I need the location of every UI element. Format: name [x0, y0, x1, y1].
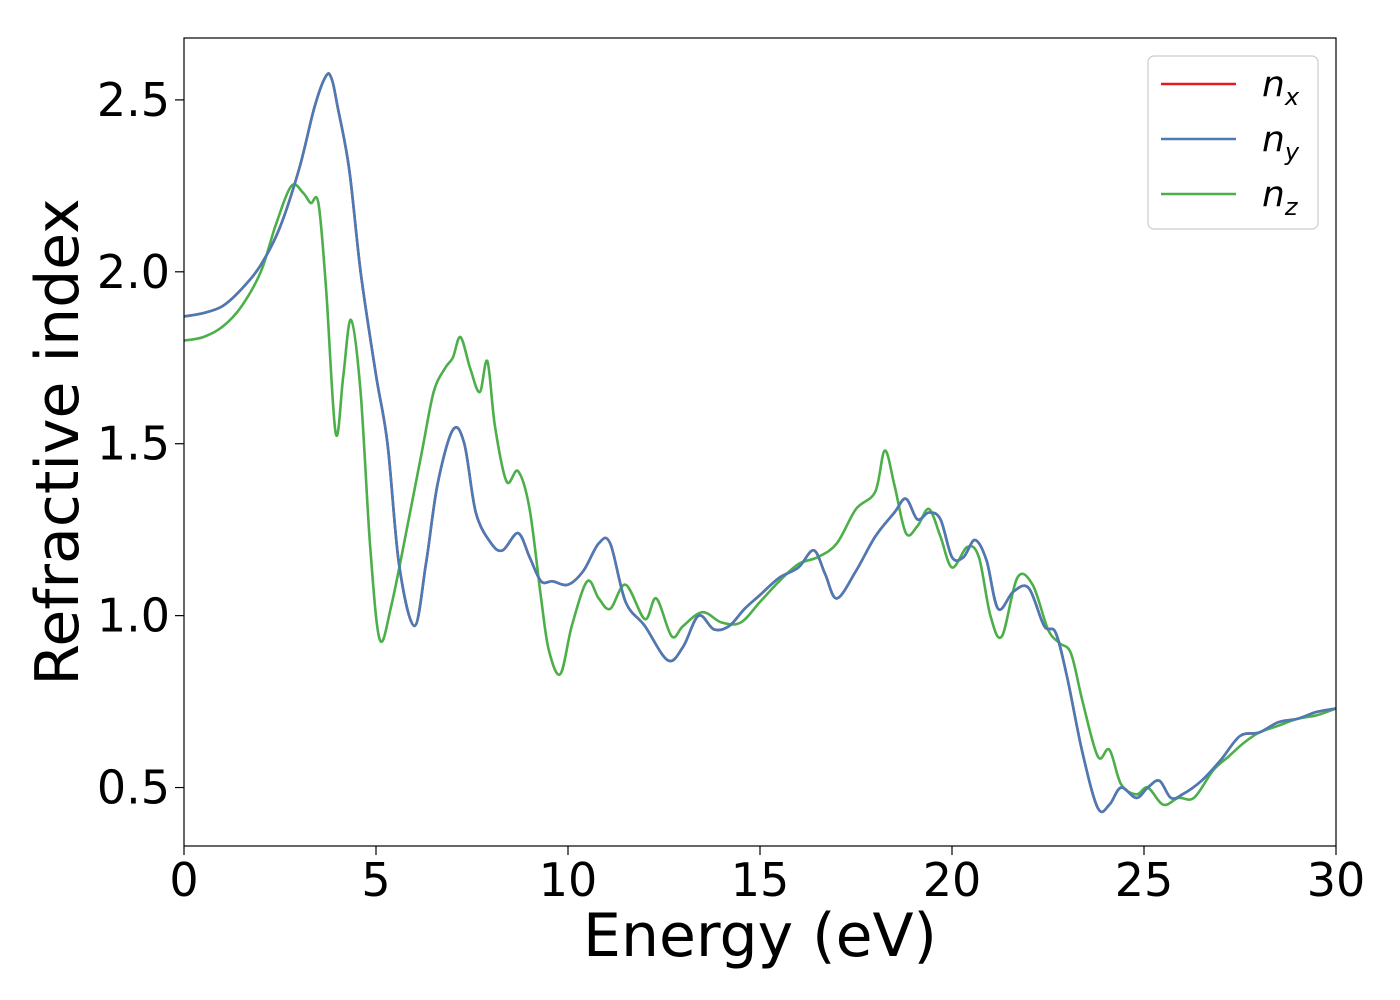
legend-label-nz: nz: [1262, 174, 1299, 221]
x-tick-label: 5: [361, 853, 390, 907]
y-axis: 0.5 1.0 1.5 2.0 2.5: [97, 73, 184, 815]
series-line-nz: [184, 183, 1336, 807]
x-axis: 0 5 10 15 20 25 30: [169, 846, 1365, 907]
plot-area: [184, 38, 1336, 846]
y-tick-label: 2.0: [97, 245, 170, 299]
series-line-ny: [184, 72, 1336, 814]
x-tick-label: 25: [1115, 853, 1174, 907]
series-layer: [184, 72, 1336, 814]
y-tick-label: 2.5: [97, 73, 170, 127]
y-tick-label: 1.5: [97, 417, 170, 471]
x-tick-label: 10: [539, 853, 598, 907]
x-tick-label: 0: [169, 853, 198, 907]
legend-label-subscript: z: [1284, 193, 1299, 221]
legend-label-nx: nx: [1262, 64, 1300, 111]
y-tick-label: 0.5: [97, 761, 170, 815]
legend-label-subscript: y: [1284, 138, 1300, 166]
y-axis-label: Refractive index: [23, 198, 93, 685]
legend-label-symbol: n: [1262, 174, 1285, 215]
legend-label-subscript: x: [1284, 83, 1300, 111]
x-tick-label: 15: [731, 853, 790, 907]
x-tick-label: 30: [1307, 853, 1366, 907]
legend-label-symbol: n: [1262, 119, 1285, 160]
x-tick-label: 20: [923, 853, 982, 907]
legend-label-symbol: n: [1262, 64, 1285, 105]
x-axis-label: Energy (eV): [583, 901, 937, 971]
legend-box: [1147, 55, 1319, 230]
y-tick-label: 1.0: [97, 589, 170, 643]
legend-label-ny: ny: [1262, 119, 1300, 166]
